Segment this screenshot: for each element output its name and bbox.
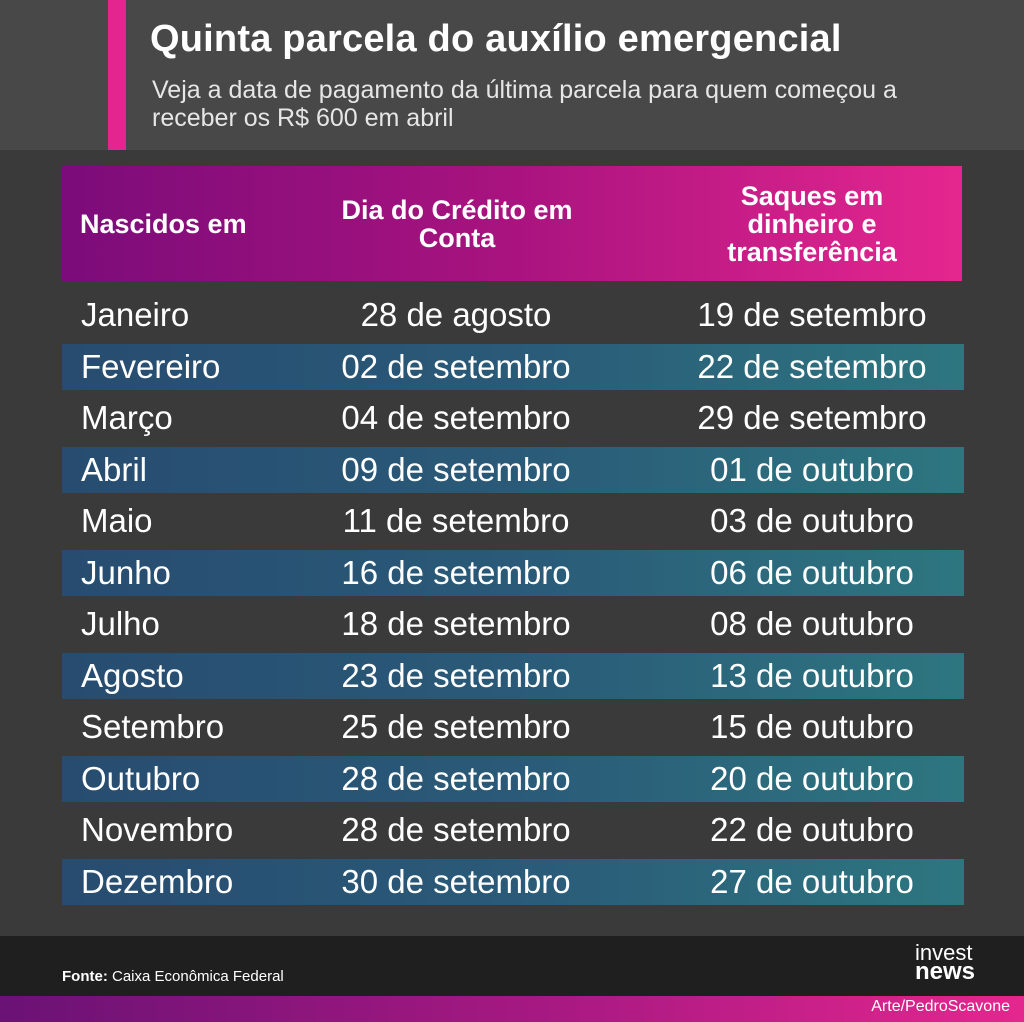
page-title: Quinta parcela do auxílio emergencial (150, 18, 842, 60)
bottom-accent-bar (0, 996, 1024, 1022)
month-cell: Dezembro (81, 862, 234, 900)
withdraw-date-cell: 06 de outubro (710, 553, 914, 591)
table-row: Março 04 de setembro 29 de setembro (62, 395, 964, 441)
logo-top-text: invest (915, 940, 973, 965)
page-subtitle: Veja a data de pagamento da última parce… (152, 76, 897, 132)
month-cell: Abril (81, 450, 148, 488)
table-row: Dezembro 30 de setembro 27 de outubro (62, 858, 964, 905)
month-cell: Janeiro (81, 296, 190, 333)
table-row: Junho 16 de setembro 06 de outubro (62, 549, 964, 596)
table-row: Novembro 28 de setembro 22 de outubro (62, 807, 964, 853)
credit-date-cell: 23 de setembro (341, 656, 571, 694)
month-cell: Fevereiro (81, 347, 221, 385)
withdraw-date-cell: 22 de setembro (697, 347, 927, 385)
table-row: Julho 18 de setembro 08 de outubro (62, 601, 964, 647)
month-cell: Maio (81, 502, 153, 539)
withdraw-date-cell: 15 de outubro (710, 708, 914, 745)
credit-date-cell: 28 de agosto (360, 296, 552, 333)
withdraw-date-cell: 03 de outubro (710, 502, 914, 539)
column-header-credit-day: Dia do Crédito em Conta (341, 194, 573, 253)
credit-date-cell: 16 de setembro (341, 553, 571, 591)
month-cell: Junho (81, 553, 171, 591)
credit-date-cell: 04 de setembro (341, 399, 571, 436)
table-row: Setembro 25 de setembro 15 de outubro (62, 704, 964, 750)
month-cell: Agosto (81, 656, 184, 694)
logo-bottom-text: news (915, 958, 976, 985)
credit-date-cell: 09 de setembro (341, 450, 571, 488)
withdraw-date-cell: 27 de outubro (710, 862, 914, 900)
credit-date-cell: 02 de setembro (341, 347, 571, 385)
source-note: Fonte: Caixa Econômica Federal (62, 968, 284, 985)
withdraw-date-cell: 29 de setembro (697, 399, 927, 436)
credit-date-cell: 28 de setembro (341, 811, 571, 848)
credit-date-cell: 30 de setembro (341, 862, 571, 900)
credit-date-cell: 25 de setembro (341, 708, 571, 745)
column-header-born-in: Nascidos em (80, 208, 247, 239)
withdraw-date-cell: 08 de outubro (710, 605, 914, 642)
month-cell: Setembro (81, 708, 225, 745)
table-row: Abril 09 de setembro 01 de outubro (62, 446, 964, 493)
investnews-logo: invest news (915, 940, 976, 985)
credit-date-cell: 18 de setembro (341, 605, 571, 642)
source-text: Caixa Econômica Federal (112, 968, 284, 985)
footer-panel (0, 936, 1024, 996)
credit-date-cell: 11 de setembro (342, 502, 570, 539)
column-header-withdrawals: Saques em dinheiro e transferência (727, 180, 897, 267)
month-cell: Novembro (81, 811, 234, 848)
withdraw-date-cell: 01 de outubro (710, 450, 914, 488)
table-header: Nascidos em Dia do Crédito em Conta Saqu… (62, 166, 962, 281)
month-cell: Julho (81, 605, 160, 642)
withdraw-date-cell: 22 de outubro (710, 811, 914, 848)
accent-bar (108, 0, 126, 150)
month-cell: Março (81, 399, 173, 436)
table-row: Maio 11 de setembro 03 de outubro (62, 498, 964, 544)
table-row: Agosto 23 de setembro 13 de outubro (62, 652, 964, 699)
withdraw-date-cell: 19 de setembro (697, 296, 927, 333)
source-label: Fonte: (62, 968, 108, 985)
table-row: Outubro 28 de setembro 20 de outubro (62, 755, 964, 802)
table-row: Janeiro 28 de agosto 19 de setembro (62, 292, 964, 338)
month-cell: Outubro (81, 759, 201, 797)
header-panel (0, 0, 1024, 150)
withdraw-date-cell: 20 de outubro (710, 759, 914, 797)
art-credit: Arte/PedroScavone (871, 998, 1010, 1015)
payment-table: Janeiro 28 de agosto 19 de setembro Feve… (62, 292, 964, 910)
table-row: Fevereiro 02 de setembro 22 de setembro (62, 343, 964, 390)
credit-date-cell: 28 de setembro (341, 759, 571, 797)
withdraw-date-cell: 13 de outubro (710, 656, 914, 694)
